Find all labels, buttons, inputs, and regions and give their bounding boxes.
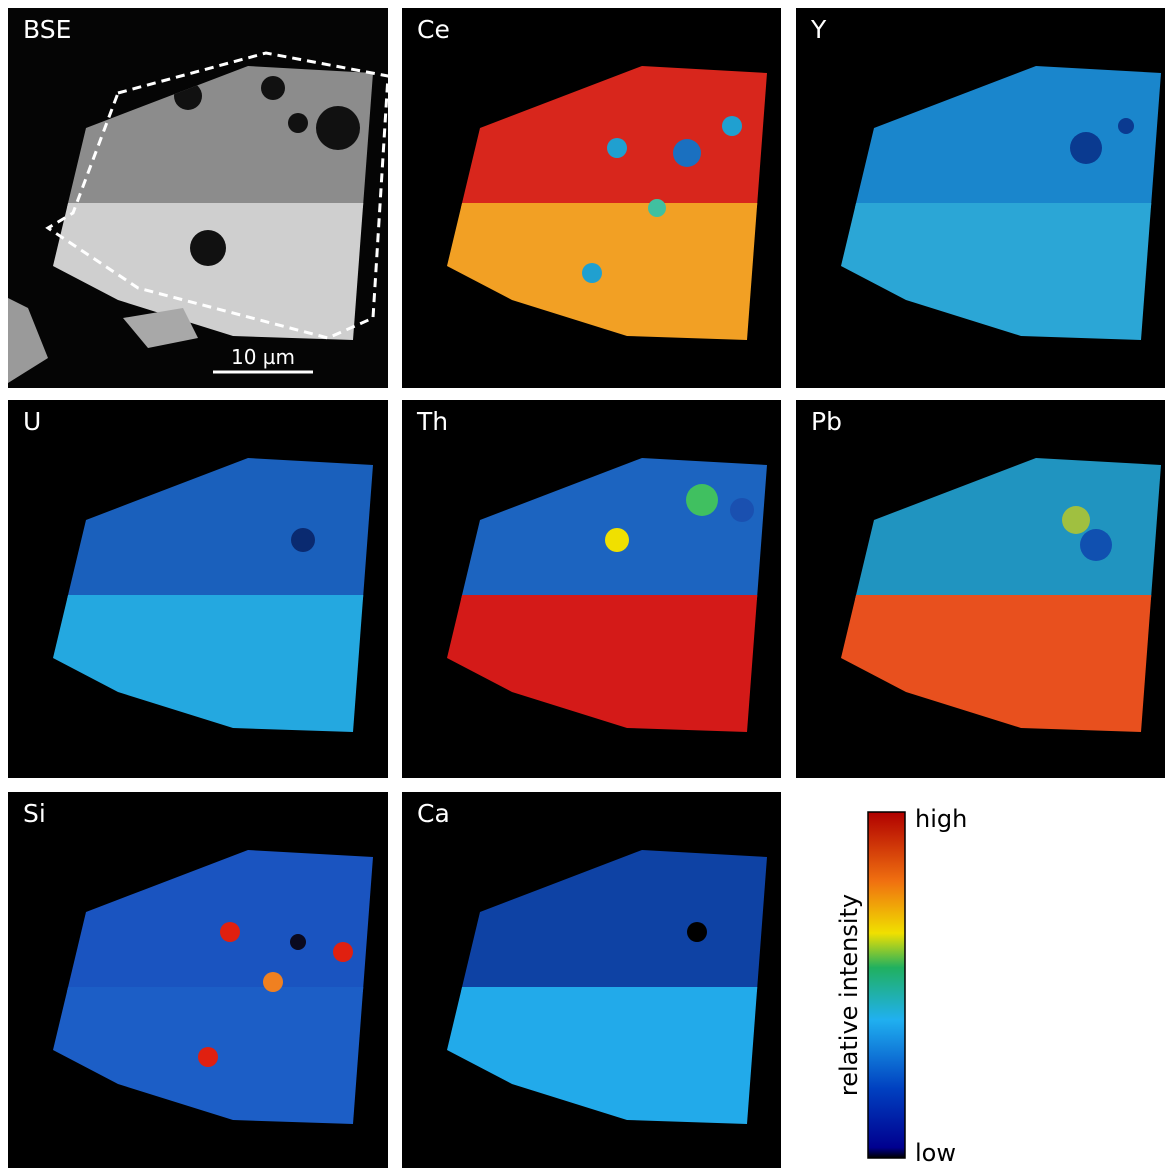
grain-spot bbox=[673, 139, 701, 167]
grain-spot bbox=[333, 942, 353, 962]
grain-spot bbox=[1080, 529, 1112, 561]
panel: Ce bbox=[402, 8, 781, 388]
colorbar-title: relative intensity bbox=[835, 894, 863, 1096]
grain-spot bbox=[607, 138, 627, 158]
grain-spot bbox=[1062, 506, 1090, 534]
colorbar: high low relative intensity bbox=[835, 805, 967, 1167]
grain-spot bbox=[288, 113, 308, 133]
colorbar-high: high bbox=[915, 805, 967, 833]
grain-spot bbox=[648, 199, 666, 217]
colorbar-gradient bbox=[867, 811, 906, 1159]
panel-label: U bbox=[23, 407, 41, 436]
panel-label: Pb bbox=[811, 407, 842, 436]
grain-spot bbox=[198, 1047, 218, 1067]
grain-spot bbox=[316, 106, 360, 150]
panel-label: Ca bbox=[417, 799, 450, 828]
grain-spot bbox=[261, 76, 285, 100]
panel: Th bbox=[402, 400, 781, 778]
grain-spot bbox=[190, 230, 226, 266]
panel: Y bbox=[796, 8, 1165, 388]
grain-spot bbox=[582, 263, 602, 283]
grain-spot bbox=[722, 116, 742, 136]
grain-spot bbox=[290, 934, 306, 950]
panel-label: Th bbox=[416, 407, 448, 436]
panel-label: Y bbox=[810, 15, 827, 44]
panel-label: Si bbox=[23, 799, 46, 828]
scale-bar-label: 10 µm bbox=[231, 345, 295, 369]
panel-label: Ce bbox=[417, 15, 450, 44]
grain-spot bbox=[220, 922, 240, 942]
panels: BSE 10 µm Ce Y U Th Pb Si Ca bbox=[8, 8, 1165, 1168]
grain-spot bbox=[686, 484, 718, 516]
grain-spot bbox=[687, 922, 707, 942]
fragment bbox=[8, 298, 48, 383]
panel: BSE 10 µm bbox=[8, 8, 390, 388]
panel: Pb bbox=[796, 400, 1165, 778]
panel: Ca bbox=[402, 792, 781, 1168]
grain-spot bbox=[605, 528, 629, 552]
grain-spot bbox=[263, 972, 283, 992]
grain-spot bbox=[291, 528, 315, 552]
grain-spot bbox=[730, 498, 754, 522]
panel-label: BSE bbox=[23, 15, 71, 44]
grain-outline bbox=[45, 51, 390, 340]
fragment bbox=[123, 308, 198, 348]
colorbar-low: low bbox=[915, 1139, 956, 1167]
panel: Si bbox=[8, 792, 388, 1168]
panel: U bbox=[8, 400, 388, 778]
grain-spot bbox=[1070, 132, 1102, 164]
grain-spot bbox=[1118, 118, 1134, 134]
